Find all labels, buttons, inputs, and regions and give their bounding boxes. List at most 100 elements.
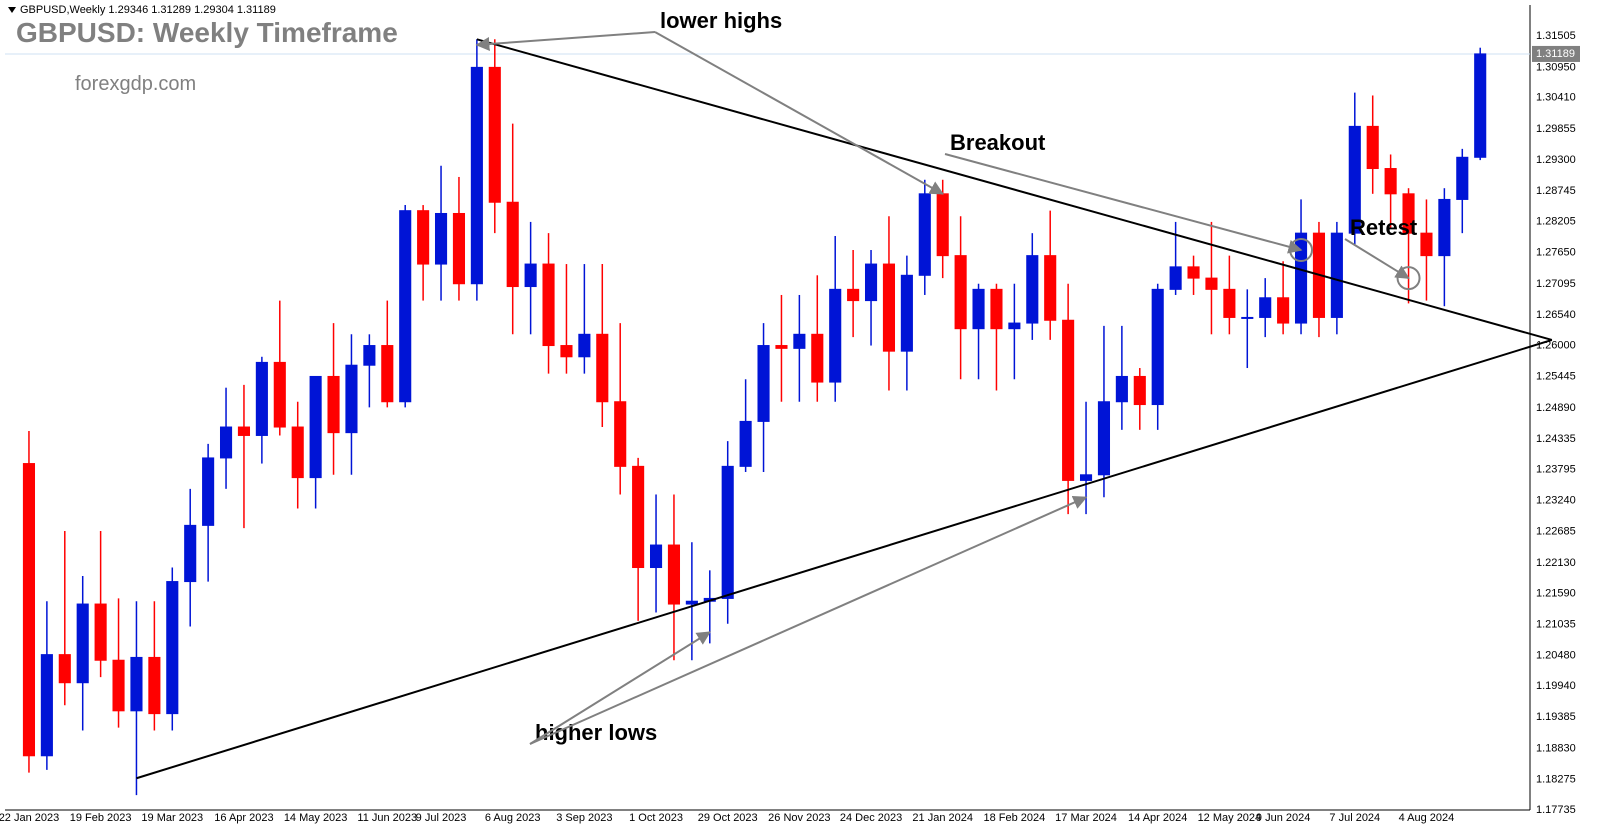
y-tick-label: 1.29300	[1536, 154, 1576, 166]
candle-body	[238, 427, 249, 435]
y-tick-label: 1.27650	[1536, 247, 1576, 259]
candle-body	[256, 362, 267, 435]
annotation-label: higher lows	[535, 720, 657, 745]
x-tick-label: 7 Jul 2024	[1329, 812, 1380, 824]
candle-body	[865, 264, 876, 301]
candle-body	[453, 213, 464, 283]
candle-body	[722, 466, 733, 598]
candle-body	[1331, 233, 1342, 317]
y-tick-label: 1.21035	[1536, 618, 1576, 630]
annotation-arrow	[945, 154, 1301, 250]
candle-body	[1080, 475, 1091, 481]
candle-body	[1098, 402, 1109, 475]
x-tick-label: 21 Jan 2024	[912, 812, 973, 824]
y-tick-label: 1.30950	[1536, 61, 1576, 73]
y-tick-label: 1.24890	[1536, 402, 1576, 414]
y-tick-label: 1.24335	[1536, 433, 1576, 445]
candle-body	[830, 289, 841, 382]
candle-body	[489, 67, 500, 202]
x-tick-label: 11 Jun 2023	[357, 812, 417, 824]
candle-body	[1242, 317, 1253, 318]
x-tick-label: 3 Sep 2023	[556, 812, 612, 824]
x-tick-label: 22 Jan 2023	[0, 812, 59, 824]
x-tick-label: 29 Oct 2023	[698, 812, 758, 824]
candle-body	[471, 67, 482, 283]
candle-body	[650, 545, 661, 567]
candle-body	[1295, 233, 1306, 323]
candle-body	[1457, 157, 1468, 199]
y-tick-label: 1.29855	[1536, 123, 1576, 135]
candle-body	[1170, 267, 1181, 289]
y-tick-label: 1.23240	[1536, 495, 1576, 507]
annotation-label: Breakout	[950, 130, 1046, 155]
x-tick-label: 19 Mar 2023	[141, 812, 203, 824]
y-tick-label: 1.22685	[1536, 526, 1576, 538]
candle-body	[1367, 126, 1378, 168]
y-tick-label: 1.18275	[1536, 774, 1576, 786]
watermark: forexgdp.com	[75, 73, 196, 95]
candlestick-chart[interactable]: 1.315051.309501.304101.298551.293001.287…	[0, 0, 1600, 833]
candle-body	[794, 334, 805, 348]
y-tick-label: 1.27095	[1536, 278, 1576, 290]
candle-body	[23, 464, 34, 756]
x-tick-label: 17 Mar 2024	[1055, 812, 1117, 824]
candle-body	[113, 660, 124, 711]
annotation-arrow	[477, 32, 655, 45]
candle-body	[1134, 376, 1145, 404]
candle-body	[1152, 289, 1163, 404]
x-tick-label: 16 Apr 2023	[214, 812, 273, 824]
candle-body	[77, 604, 88, 683]
candle-body	[220, 427, 231, 458]
x-tick-label: 24 Dec 2023	[840, 812, 902, 824]
x-tick-label: 18 Feb 2024	[983, 812, 1045, 824]
candle-body	[328, 376, 339, 432]
y-tick-label: 1.21590	[1536, 587, 1576, 599]
candle-body	[1278, 298, 1289, 323]
candle-body	[274, 362, 285, 427]
candle-body	[633, 466, 644, 567]
x-tick-label: 14 May 2023	[284, 812, 348, 824]
candle-body	[95, 604, 106, 660]
y-tick-label: 1.19940	[1536, 680, 1576, 692]
candle-body	[167, 582, 178, 714]
y-tick-label: 1.18830	[1536, 742, 1576, 754]
y-tick-label: 1.31505	[1536, 30, 1576, 42]
candle-body	[579, 334, 590, 356]
y-tick-label: 1.26000	[1536, 339, 1576, 351]
candle-body	[901, 275, 912, 351]
chart-title: GBPUSD: Weekly Timeframe	[16, 17, 398, 48]
candle-body	[615, 402, 626, 467]
candle-body	[1439, 199, 1450, 255]
annotation-arrow	[655, 32, 943, 194]
candle-body	[1116, 376, 1127, 401]
candle-body	[1045, 256, 1056, 321]
candle-body	[41, 655, 52, 756]
y-tick-label: 1.23795	[1536, 463, 1576, 475]
candle-body	[848, 289, 859, 300]
candle-body	[203, 458, 214, 525]
candle-body	[382, 346, 393, 402]
candle-body	[525, 264, 536, 286]
candle-body	[686, 601, 697, 604]
candle-body	[1421, 233, 1432, 255]
x-tick-label: 9 Jul 2023	[416, 812, 467, 824]
candle-body	[435, 213, 446, 264]
candle-body	[973, 289, 984, 328]
candle-body	[400, 211, 411, 402]
candle-body	[1188, 267, 1199, 278]
candle-body	[740, 421, 751, 466]
candle-body	[883, 264, 894, 351]
x-tick-label: 14 Apr 2024	[1128, 812, 1187, 824]
x-tick-label: 6 Aug 2023	[485, 812, 541, 824]
candle-body	[131, 657, 142, 710]
candle-body	[1260, 298, 1271, 318]
y-tick-label: 1.17735	[1536, 804, 1576, 816]
candle-body	[1063, 320, 1074, 480]
candle-body	[149, 657, 160, 713]
candle-body	[543, 264, 554, 345]
x-tick-label: 1 Oct 2023	[629, 812, 683, 824]
candle-body	[1027, 256, 1038, 323]
candle-body	[1224, 289, 1235, 317]
x-tick-label: 9 Jun 2024	[1256, 812, 1310, 824]
candle-body	[310, 376, 321, 477]
